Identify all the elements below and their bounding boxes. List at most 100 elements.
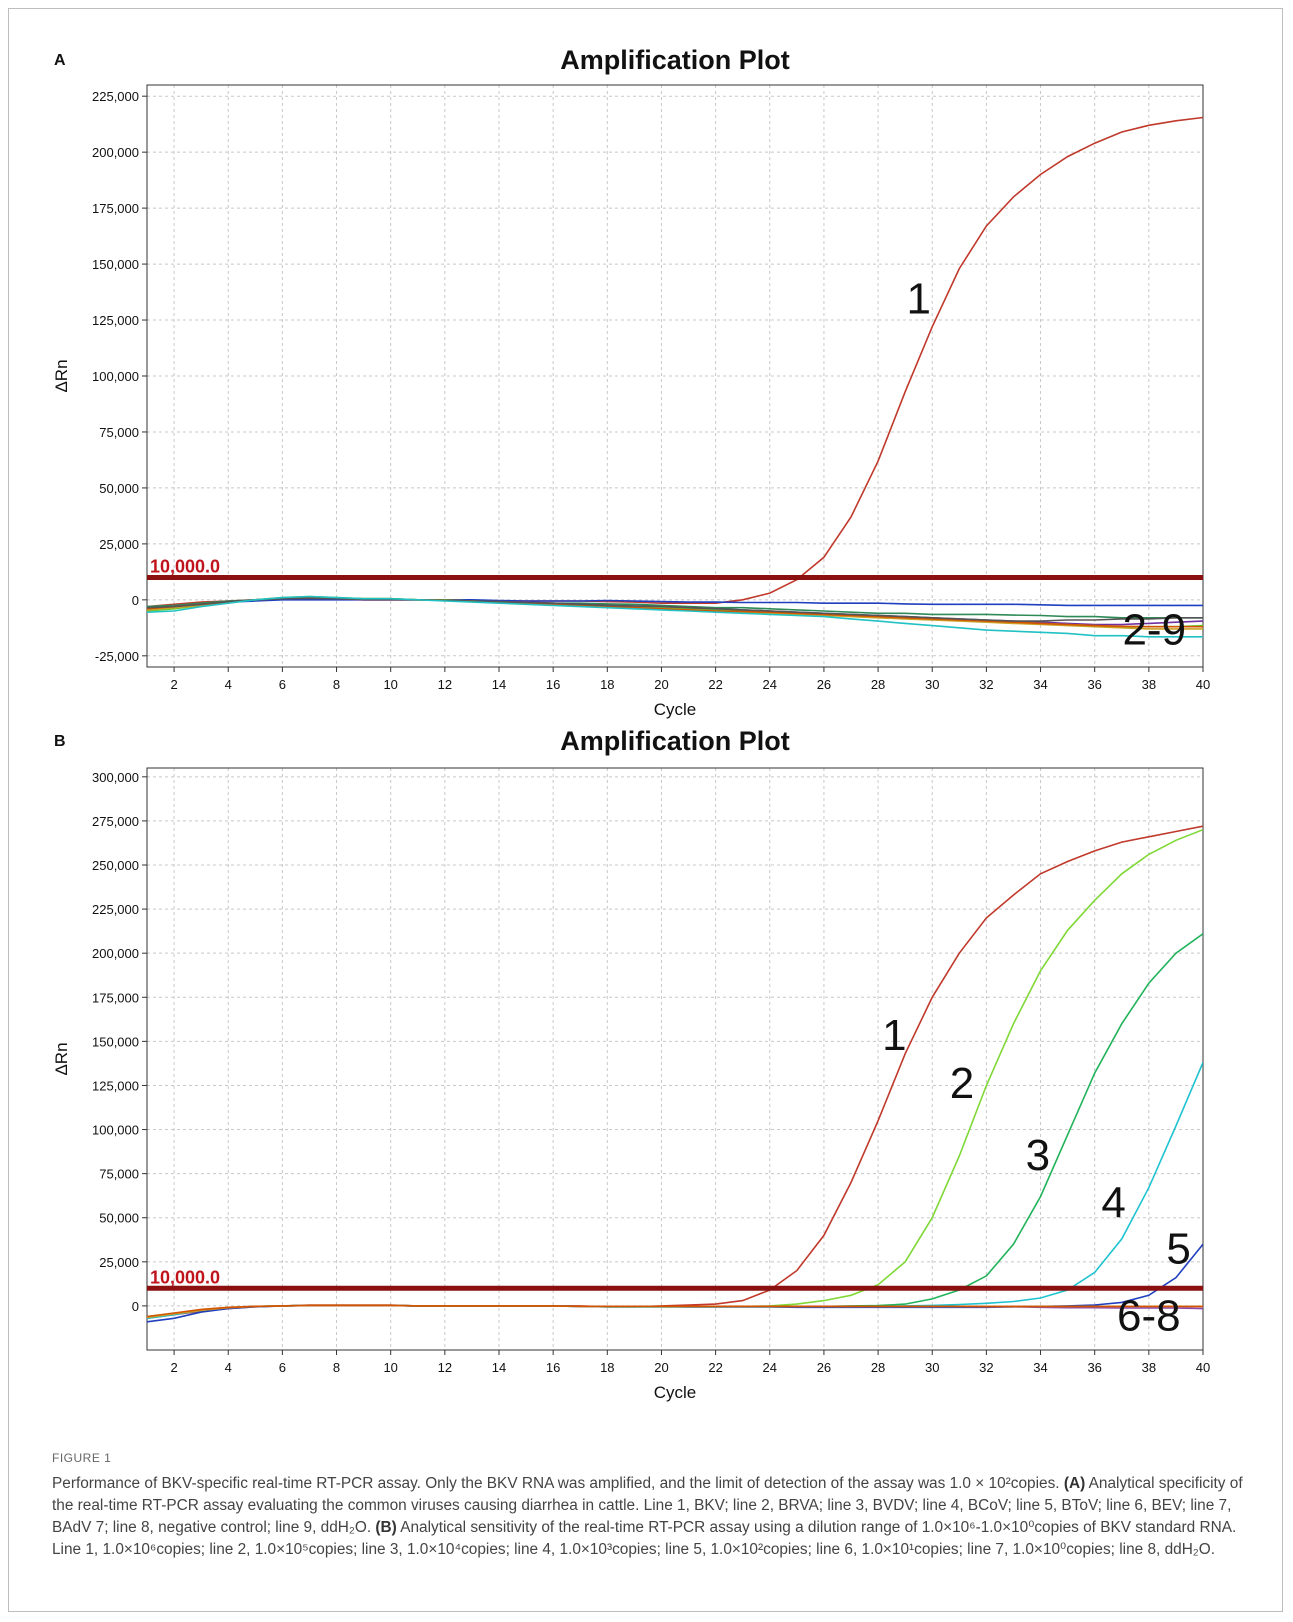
x-tick-label: 8: [333, 1360, 340, 1375]
y-tick-label: 25,000: [99, 1255, 139, 1270]
x-axis-label: Cycle: [654, 700, 697, 719]
figure-frame: [8, 8, 1283, 1612]
series-line-2: [147, 598, 1203, 609]
x-tick-label: 18: [600, 677, 614, 692]
caption-part-b-label: (B): [375, 1519, 397, 1536]
y-tick-label: 100,000: [92, 1123, 139, 1138]
y-tick-label: 175,000: [92, 990, 139, 1005]
x-tick-label: 28: [871, 1360, 885, 1375]
x-tick-label: 24: [763, 677, 777, 692]
y-tick-label: 200,000: [92, 946, 139, 961]
x-tick-label: 38: [1142, 1360, 1156, 1375]
x-tick-label: 28: [871, 677, 885, 692]
panel-a: A Amplification Plot 2 4 6 8 10 12 14 16 18 20 22 24 2…: [0, 0, 1293, 740]
y-tick-label: 50,000: [99, 481, 139, 496]
series-line-1: [147, 825, 1203, 1320]
x-tick-label: 22: [708, 1360, 722, 1375]
threshold-label: 10,000.0: [150, 556, 220, 576]
y-tick-label: 200,000: [92, 145, 139, 160]
x-tick-label: 2: [170, 677, 177, 692]
panel-label: B: [54, 733, 66, 750]
chart-title: Amplification Plot: [560, 726, 790, 756]
y-tick-label: 125,000: [92, 313, 139, 328]
x-axis-label: Cycle: [654, 1383, 697, 1402]
curve-annotation: 1: [906, 274, 930, 323]
x-tick-label: 26: [817, 1360, 831, 1375]
x-tick-label: 10: [383, 1360, 397, 1375]
series-line-3: [147, 933, 1203, 1318]
x-tick-label: 12: [438, 677, 452, 692]
x-tick-label: 4: [225, 677, 232, 692]
y-tick-label: 100,000: [92, 369, 139, 384]
x-tick-label: 36: [1087, 677, 1101, 692]
x-tick-label: 14: [492, 1360, 506, 1375]
figure-caption-text: Performance of BKV-specific real-time RT…: [52, 1473, 1252, 1561]
figure-caption: FIGURE 1 Performance of BKV-specific rea…: [52, 1451, 1252, 1561]
y-tick-label: 0: [132, 1299, 139, 1314]
series-line-8: [147, 1304, 1203, 1318]
y-tick-label: 175,000: [92, 201, 139, 216]
y-tick-label: 50,000: [99, 1211, 139, 1226]
x-tick-label: 40: [1196, 1360, 1210, 1375]
series-line-8: [147, 597, 1203, 622]
panel-b: B Amplification Plot 2 4 6 8 10 12 14 16 18 20 22 24 2…: [0, 726, 1293, 1446]
x-tick-label: 40: [1196, 677, 1210, 692]
y-tick-label: 150,000: [92, 257, 139, 272]
y-tick-label: 225,000: [92, 89, 139, 104]
caption-part-a-label: (A): [1063, 1475, 1086, 1492]
panel-label: A: [54, 52, 66, 69]
y-tick-label: 225,000: [92, 902, 139, 917]
y-axis-label: ΔRn: [52, 359, 71, 392]
y-tick-label: 0: [132, 593, 139, 608]
x-tick-label: 12: [438, 1360, 452, 1375]
x-tick-label: 20: [654, 677, 668, 692]
x-tick-label: 36: [1087, 1360, 1101, 1375]
x-tick-label: 6: [279, 677, 286, 692]
x-tick-label: 30: [925, 677, 939, 692]
x-tick-label: 4: [225, 1360, 232, 1375]
x-tick-label: 30: [925, 1360, 939, 1375]
caption-intro: Performance of BKV-specific real-time RT…: [52, 1475, 1060, 1492]
y-tick-label: 300,000: [92, 770, 139, 785]
x-tick-label: 2: [170, 1360, 177, 1375]
curve-annotation: 4: [1101, 1179, 1125, 1228]
y-tick-label: 150,000: [92, 1034, 139, 1049]
x-tick-label: 18: [600, 1360, 614, 1375]
y-tick-label: -25,000: [95, 649, 139, 664]
y-tick-label: 250,000: [92, 858, 139, 873]
curve-annotation: 3: [1026, 1131, 1050, 1180]
curve-annotation: 6-8: [1117, 1292, 1181, 1341]
x-tick-label: 8: [333, 677, 340, 692]
x-tick-label: 24: [763, 1360, 777, 1375]
series-line-5: [147, 1243, 1203, 1323]
series-line-4: [147, 1062, 1203, 1320]
curve-annotation: 2-9: [1122, 606, 1186, 655]
x-tick-label: 20: [654, 1360, 668, 1375]
y-axis-label: ΔRn: [52, 1042, 71, 1075]
x-tick-label: 34: [1033, 677, 1047, 692]
chart-title: Amplification Plot: [560, 45, 790, 75]
y-tick-label: 25,000: [99, 537, 139, 552]
series-line-9: [147, 595, 1203, 638]
curve-annotation: 1: [882, 1011, 906, 1060]
curve-annotation: 2: [950, 1059, 974, 1108]
caption-part-b-text: Analytical sensitivity of the real-time …: [52, 1519, 1237, 1558]
x-tick-label: 38: [1142, 677, 1156, 692]
x-tick-label: 34: [1033, 1360, 1047, 1375]
x-tick-label: 6: [279, 1360, 286, 1375]
x-tick-label: 10: [383, 677, 397, 692]
x-tick-label: 16: [546, 1360, 560, 1375]
x-tick-label: 22: [708, 677, 722, 692]
y-tick-label: 75,000: [99, 1167, 139, 1182]
curve-annotation: 5: [1166, 1225, 1190, 1274]
x-tick-label: 16: [546, 677, 560, 692]
y-tick-label: 75,000: [99, 425, 139, 440]
series-line-2: [147, 828, 1203, 1319]
x-tick-label: 26: [817, 677, 831, 692]
x-tick-label: 32: [979, 1360, 993, 1375]
x-tick-label: 14: [492, 677, 506, 692]
plot-area: [146, 767, 1204, 1351]
y-tick-label: 275,000: [92, 814, 139, 829]
